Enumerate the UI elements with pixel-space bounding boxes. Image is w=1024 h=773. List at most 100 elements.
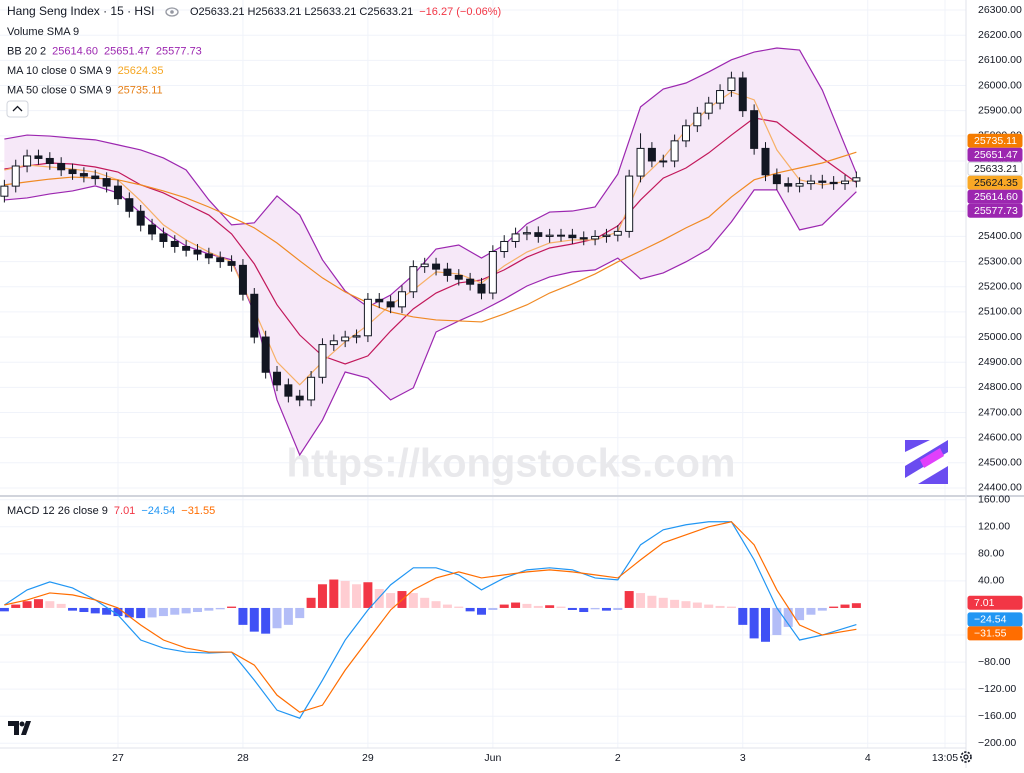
macd-line — [4, 521, 857, 719]
histogram-bar — [11, 604, 21, 608]
candle-body — [625, 175, 634, 232]
histogram-bar — [465, 607, 475, 612]
candle-body — [727, 77, 736, 92]
candle-body — [454, 274, 463, 280]
collapse-button[interactable] — [6, 100, 29, 118]
histogram-bar — [102, 607, 112, 615]
candle-body — [579, 237, 588, 240]
candle-body — [136, 210, 145, 226]
histogram-bar — [533, 605, 543, 608]
candle-body — [716, 90, 725, 104]
candle-body — [227, 261, 236, 266]
histogram-bar — [760, 607, 770, 642]
candle-body — [307, 376, 316, 401]
histogram-bar — [704, 604, 714, 608]
price-tag-label: 7.01 — [974, 597, 995, 609]
histogram-bar — [181, 607, 191, 614]
histogram-bar — [681, 601, 691, 608]
candle-body — [23, 155, 32, 167]
y-tick-label: 24400.00 — [978, 482, 1022, 494]
legend-value: 7.01 — [114, 505, 135, 517]
axis-layer: 27 28 29 Jun 2 3 4 13:05 24400.00 24500.00 24600.0… — [7, 4, 1023, 764]
histogram-bar — [204, 607, 214, 611]
candle-body — [386, 301, 395, 308]
histogram-bar — [340, 580, 350, 608]
candle-body — [443, 268, 452, 276]
histogram-bar — [227, 606, 237, 608]
histogram-bar — [567, 607, 577, 610]
x-tick-label: 29 — [362, 752, 374, 764]
candle-body — [68, 169, 77, 175]
x-tick-label: 27 — [112, 752, 124, 764]
candle-body — [693, 112, 702, 127]
legend-value: −24.54 — [141, 505, 175, 517]
candle-body — [261, 336, 270, 373]
y-tick-label: 24600.00 — [978, 431, 1022, 443]
candle-body — [829, 181, 838, 185]
histogram-bar — [817, 607, 827, 611]
price-tag-label: 25577.73 — [974, 205, 1018, 217]
histogram-bar — [306, 597, 316, 608]
histogram-bar — [783, 607, 793, 627]
candle-body — [363, 298, 372, 337]
candle-body — [125, 198, 134, 212]
price-tag-label: 25633.21 — [974, 163, 1018, 175]
histogram-bar — [749, 607, 759, 639]
y-tick-label: 25200.00 — [978, 281, 1022, 293]
histogram-bar — [545, 605, 555, 608]
x-tick-label: 28 — [237, 752, 249, 764]
candle-body — [670, 140, 679, 162]
brand-logo — [905, 440, 948, 484]
candle-body — [522, 232, 531, 235]
histogram-bar — [295, 607, 305, 619]
candle-body — [784, 183, 793, 187]
histogram-bar — [56, 603, 66, 608]
candle-body — [397, 291, 406, 308]
histogram-bar — [317, 584, 327, 608]
candle-body — [772, 174, 781, 185]
candle-body — [818, 180, 827, 183]
candle-body — [681, 125, 690, 142]
ohlc-readout: O25633.21 H25633.21 L25633.21 C25633.21−… — [190, 6, 501, 18]
y-tick-label: 160.00 — [978, 493, 1010, 505]
histogram-bar — [840, 604, 850, 608]
y-tick-label: 25900.00 — [978, 104, 1022, 116]
x-tick-label: 13:05 — [932, 752, 958, 764]
candle-body — [113, 185, 122, 200]
histogram-bar — [658, 597, 668, 608]
x-tick-label: Jun — [484, 752, 501, 764]
indicator-legend: MA 10 close 0 SMA 9 25624.35 — [7, 65, 163, 77]
candle-body — [500, 240, 509, 253]
candle-body — [329, 340, 338, 346]
histogram-bar — [579, 607, 589, 613]
price-tag — [967, 161, 1023, 176]
legend-label: MA 50 close 0 SMA 9 — [7, 84, 112, 96]
y-tick-label: 24700.00 — [978, 406, 1022, 418]
candle-body — [352, 335, 361, 338]
legend-label: BB 20 2 — [7, 45, 46, 57]
histogram-bar — [795, 607, 805, 621]
settings-icon[interactable] — [960, 751, 972, 763]
legend-value: 25735.11 — [118, 84, 163, 96]
price-tag — [967, 203, 1023, 218]
candle-body — [216, 257, 225, 263]
histogram-bar — [386, 593, 396, 608]
histogram-bar — [806, 607, 816, 615]
histogram-bar — [136, 607, 146, 619]
y-tick-label: −80.00 — [978, 656, 1011, 668]
candle-body — [34, 155, 43, 159]
price-tag — [967, 595, 1023, 610]
histogram-bar — [238, 607, 248, 625]
visibility-icon[interactable] — [165, 7, 179, 17]
histogram-bar — [488, 607, 498, 610]
candle-body — [409, 266, 418, 293]
price-tag — [967, 626, 1023, 641]
candle-body — [659, 160, 668, 163]
candle-body — [295, 395, 304, 401]
price-tag-label: −24.54 — [974, 614, 1007, 626]
legend-label: MA 10 close 0 SMA 9 — [7, 65, 112, 77]
candle-body — [568, 234, 577, 239]
candle-body — [432, 263, 441, 270]
legend-value: 25651.47 — [104, 45, 150, 57]
